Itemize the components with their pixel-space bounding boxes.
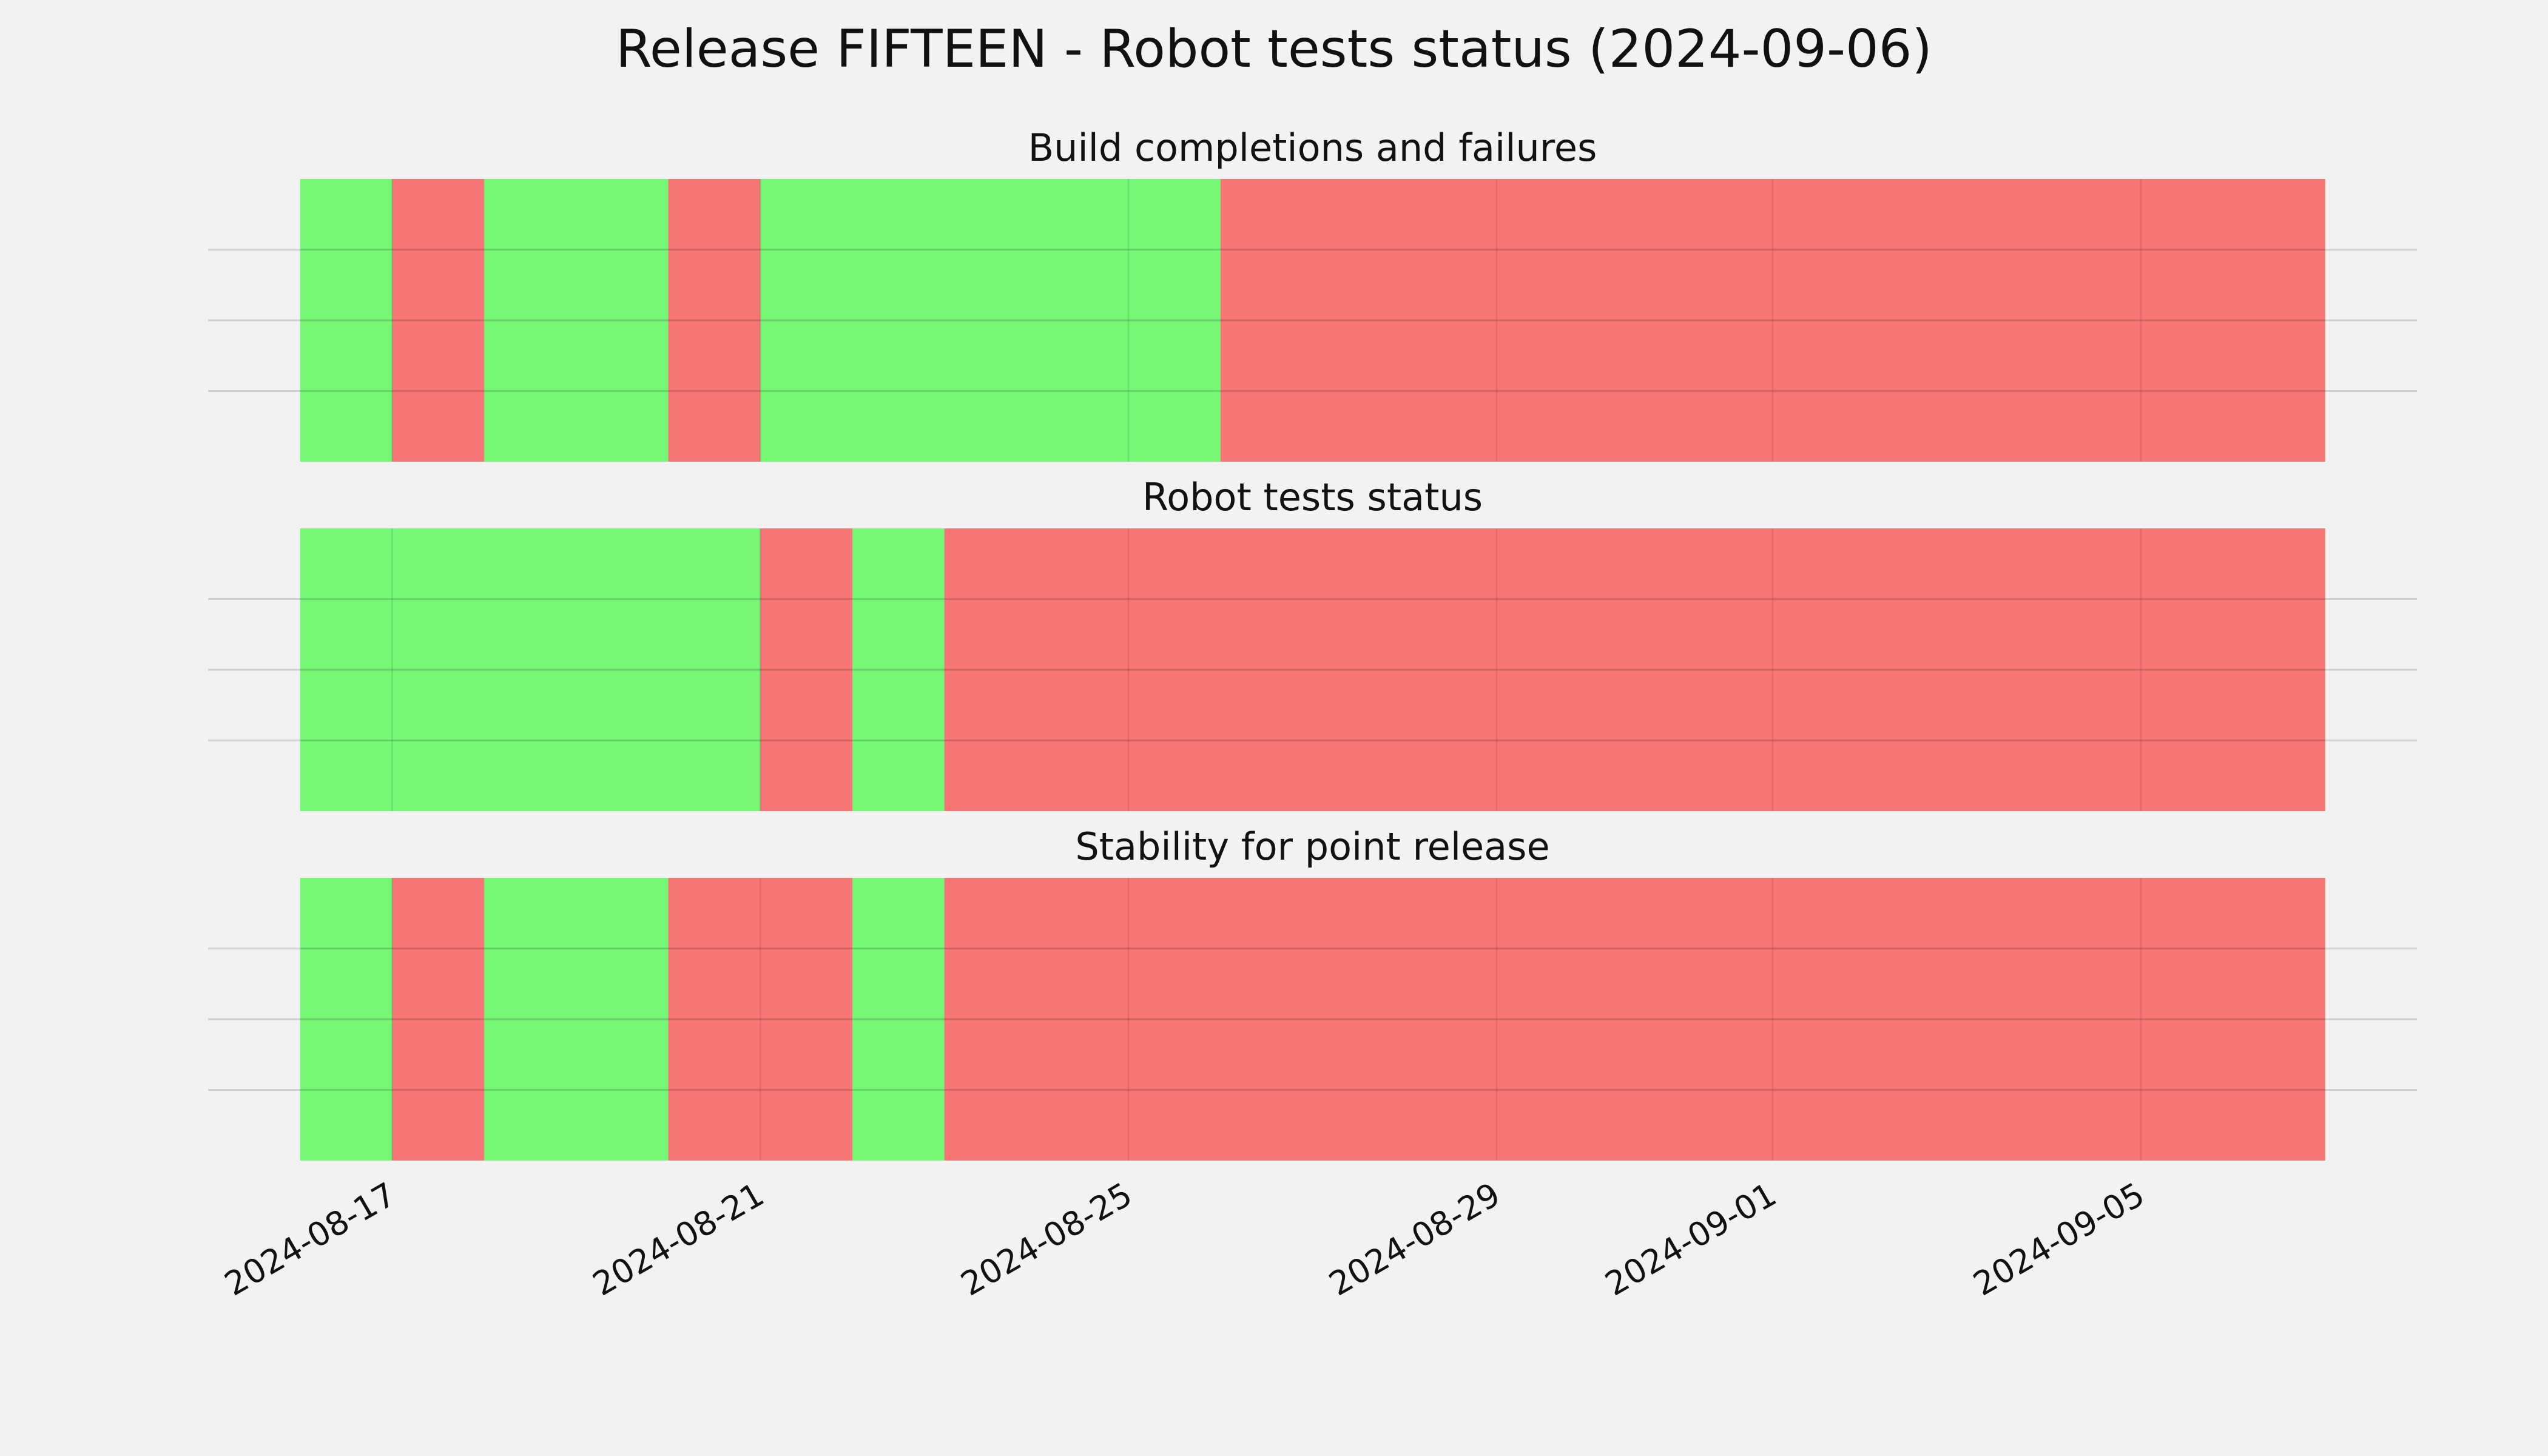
status-span [1312, 528, 1405, 811]
status-span [2233, 179, 2325, 462]
x-tick-label: 2024-09-01 [1599, 1175, 1782, 1303]
status-span [484, 179, 577, 462]
status-span [2140, 179, 2234, 462]
status-span [1864, 179, 1957, 462]
x-tick-label: 2024-08-29 [1323, 1175, 1506, 1303]
status-span [1404, 878, 1497, 1161]
status-span [2049, 179, 2142, 462]
status-span [1312, 878, 1405, 1161]
x-tick-label: 2024-08-25 [954, 1175, 1138, 1303]
status-span [852, 878, 945, 1161]
status-span [2140, 878, 2234, 1161]
status-span [1496, 179, 1589, 462]
chart-title: Release FIFTEEN - Robot tests status (20… [616, 19, 1932, 79]
status-span [1864, 528, 1957, 811]
status-span [576, 528, 669, 811]
status-span [1588, 878, 1681, 1161]
status-span [1036, 179, 1129, 462]
status-span [944, 528, 1037, 811]
status-span [1773, 878, 1866, 1161]
status-span [668, 878, 761, 1161]
status-span [484, 878, 577, 1161]
status-span [576, 179, 669, 462]
panel-title: Build completions and failures [1028, 126, 1597, 170]
x-tick-label: 2024-08-21 [586, 1175, 770, 1303]
status-span [392, 179, 485, 462]
status-span [760, 179, 853, 462]
status-span [2233, 878, 2325, 1161]
status-span [2049, 528, 2142, 811]
status-span [1036, 878, 1129, 1161]
status-span [668, 179, 761, 462]
panel-title: Robot tests status [1142, 475, 1483, 519]
status-span [1864, 878, 1957, 1161]
status-span [852, 528, 945, 811]
status-span [1312, 179, 1405, 462]
status-span [484, 528, 577, 811]
status-span [1773, 179, 1866, 462]
status-span [300, 528, 393, 811]
status-span [1036, 528, 1129, 811]
status-span [1773, 528, 1866, 811]
status-span [1220, 878, 1313, 1161]
status-span [1128, 878, 1221, 1161]
status-span [1128, 528, 1221, 811]
panel-title: Stability for point release [1075, 824, 1549, 869]
status-span [2140, 528, 2234, 811]
status-span [300, 878, 393, 1161]
status-span [1220, 179, 1313, 462]
status-span [1680, 528, 1773, 811]
status-span [1404, 179, 1497, 462]
status-span [1680, 878, 1773, 1161]
status-span [1956, 179, 2049, 462]
status-span [944, 878, 1037, 1161]
status-span [392, 878, 485, 1161]
x-tick-label: 2024-08-17 [218, 1175, 402, 1303]
status-span [2233, 528, 2325, 811]
status-span [1588, 179, 1681, 462]
status-span [1680, 179, 1773, 462]
status-span [668, 528, 761, 811]
status-span [760, 528, 853, 811]
status-span [1404, 528, 1497, 811]
status-span [392, 528, 485, 811]
status-span [1128, 179, 1221, 462]
status-span [1496, 528, 1589, 811]
x-tick-label: 2024-09-05 [1967, 1175, 2151, 1303]
status-span [760, 878, 853, 1161]
status-span [1956, 528, 2049, 811]
status-span [852, 179, 945, 462]
status-span [1588, 528, 1681, 811]
status-span [1956, 878, 2049, 1161]
status-span [300, 179, 393, 462]
status-span [2049, 878, 2142, 1161]
status-span [576, 878, 669, 1161]
status-span [1220, 528, 1313, 811]
status-span [1496, 878, 1589, 1161]
status-span [944, 179, 1037, 462]
